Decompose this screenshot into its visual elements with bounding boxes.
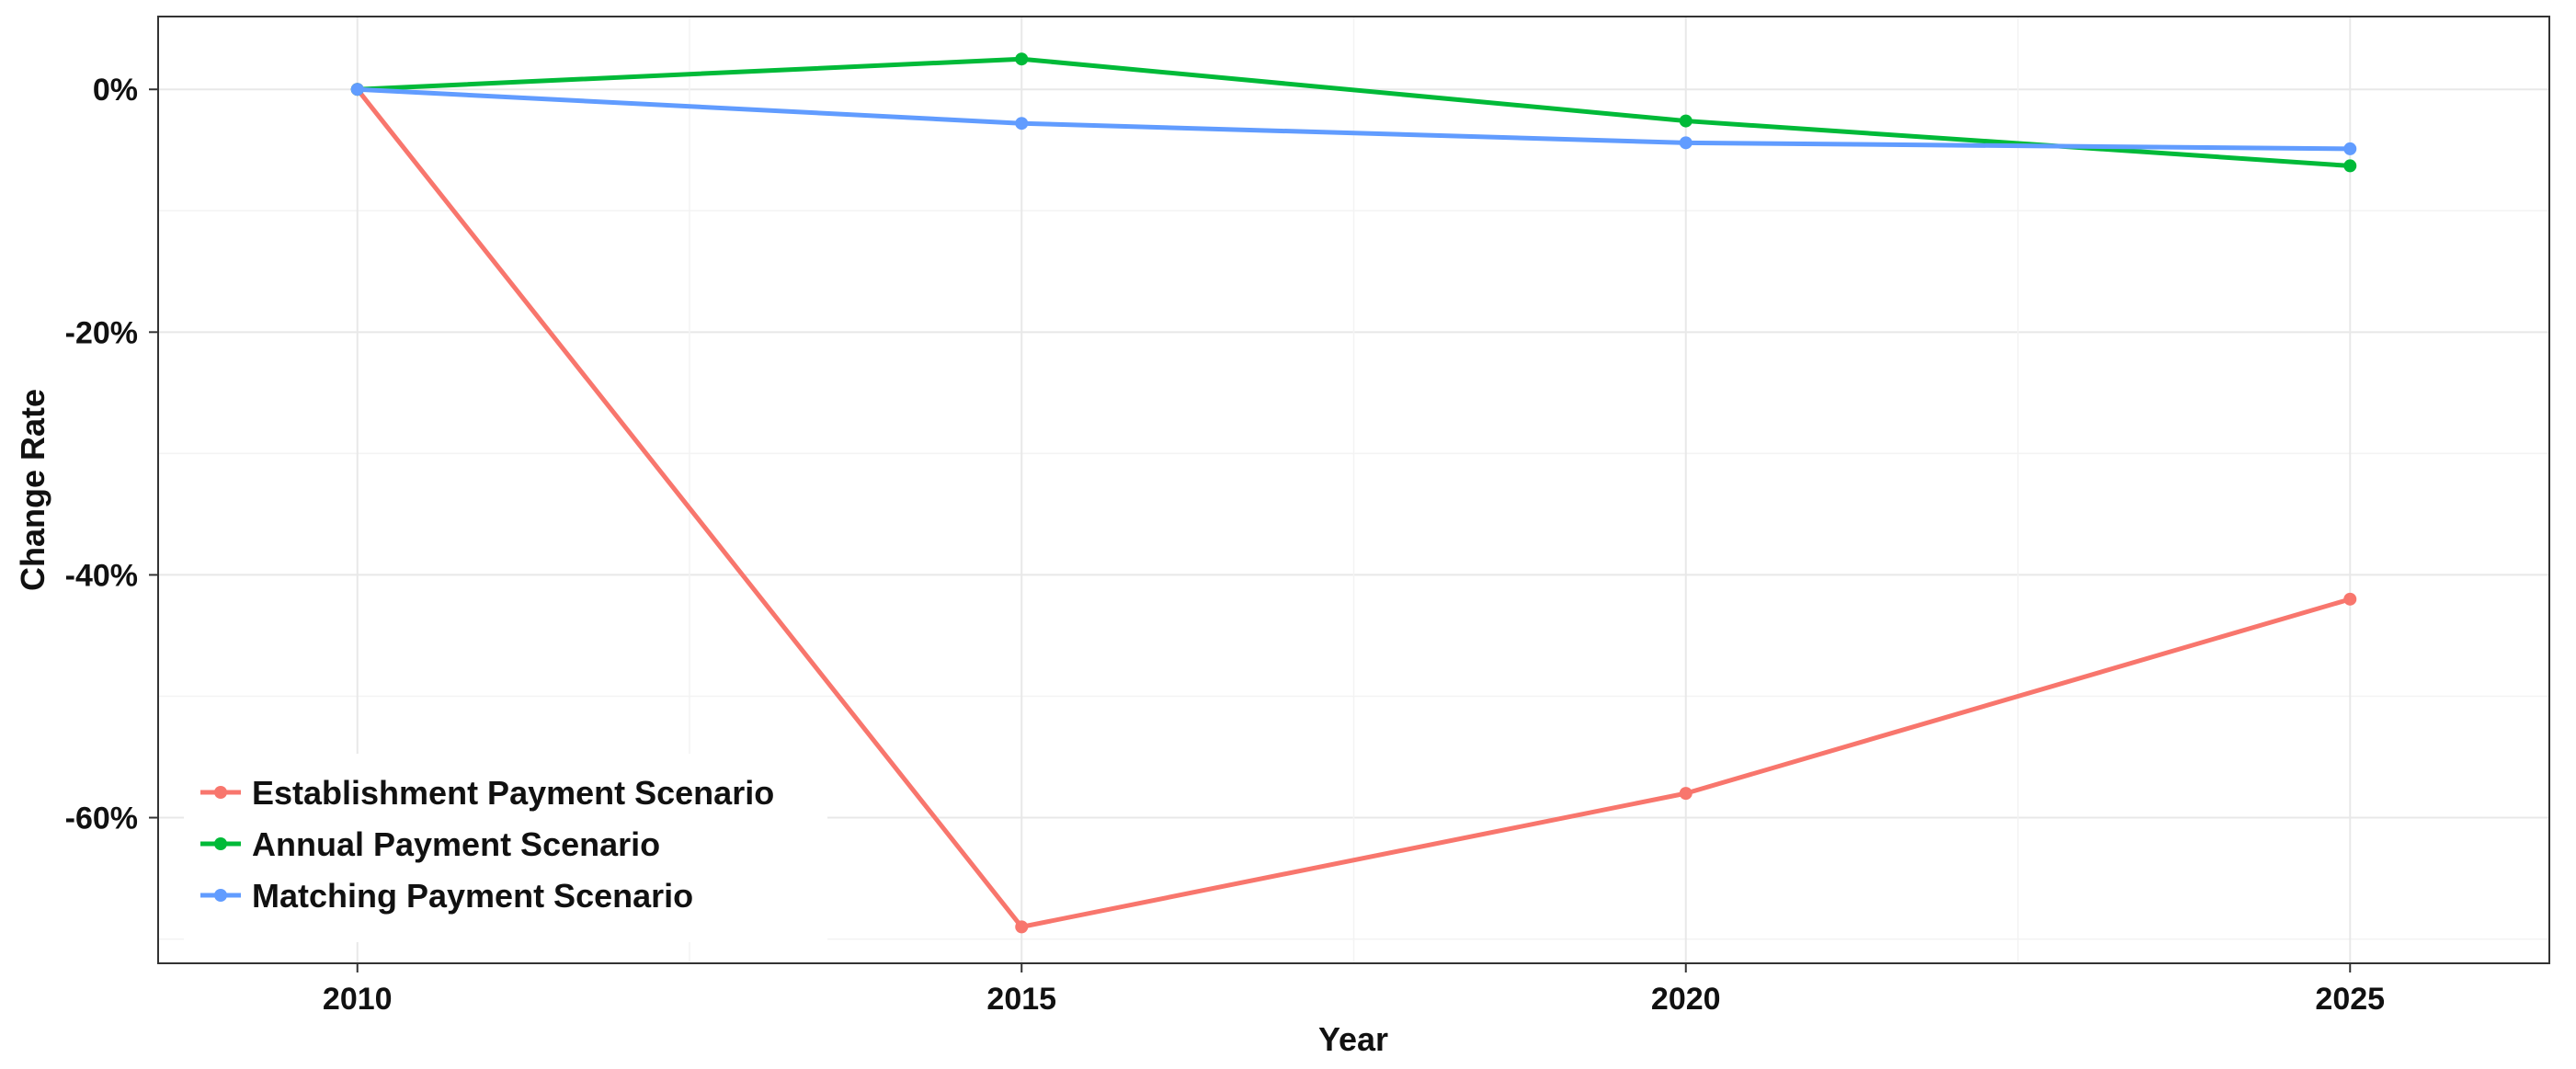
legend-key-point (214, 837, 227, 850)
y-axis-title: Change Rate (14, 389, 51, 591)
series-line (355, 56, 2353, 168)
legend-key-point (214, 786, 227, 799)
y-tick-label: -40% (65, 558, 138, 593)
legend-key-point (214, 889, 227, 902)
legend-label: Annual Payment Scenario (252, 825, 660, 863)
data-point (2343, 159, 2357, 173)
data-point (1015, 920, 1029, 934)
series-layer (350, 52, 2357, 934)
data-point (1679, 136, 1693, 150)
data-point (1679, 114, 1693, 128)
data-point (2343, 142, 2357, 155)
data-point (350, 83, 364, 97)
x-tick-label: 2010 (323, 982, 393, 1017)
grid-layer (158, 17, 2549, 963)
legend: Establishment Payment Scenario Annual Pay… (184, 754, 827, 942)
tick-layer: 0% -20% -40% -60% 2010 2015 2020 2025 (65, 73, 2385, 1017)
x-axis-title: Year (1318, 1020, 1388, 1058)
legend-background (184, 754, 827, 942)
x-tick-label: 2015 (986, 982, 1056, 1017)
series-line (355, 86, 2353, 929)
data-point (1015, 117, 1029, 131)
y-tick-label: 0% (93, 73, 138, 108)
data-point (1679, 787, 1693, 801)
x-tick-label: 2020 (1651, 982, 1721, 1017)
x-tick-label: 2025 (2315, 982, 2385, 1017)
series-line (355, 86, 2353, 152)
plot-panel-border (157, 16, 2550, 964)
series-3 (350, 83, 2357, 155)
legend-label: Establishment Payment Scenario (252, 774, 774, 812)
y-tick-label: -20% (65, 315, 138, 350)
y-tick-label: -60% (65, 802, 138, 836)
data-point (2343, 592, 2357, 606)
legend-label: Matching Payment Scenario (252, 877, 693, 915)
data-point (1015, 52, 1029, 66)
